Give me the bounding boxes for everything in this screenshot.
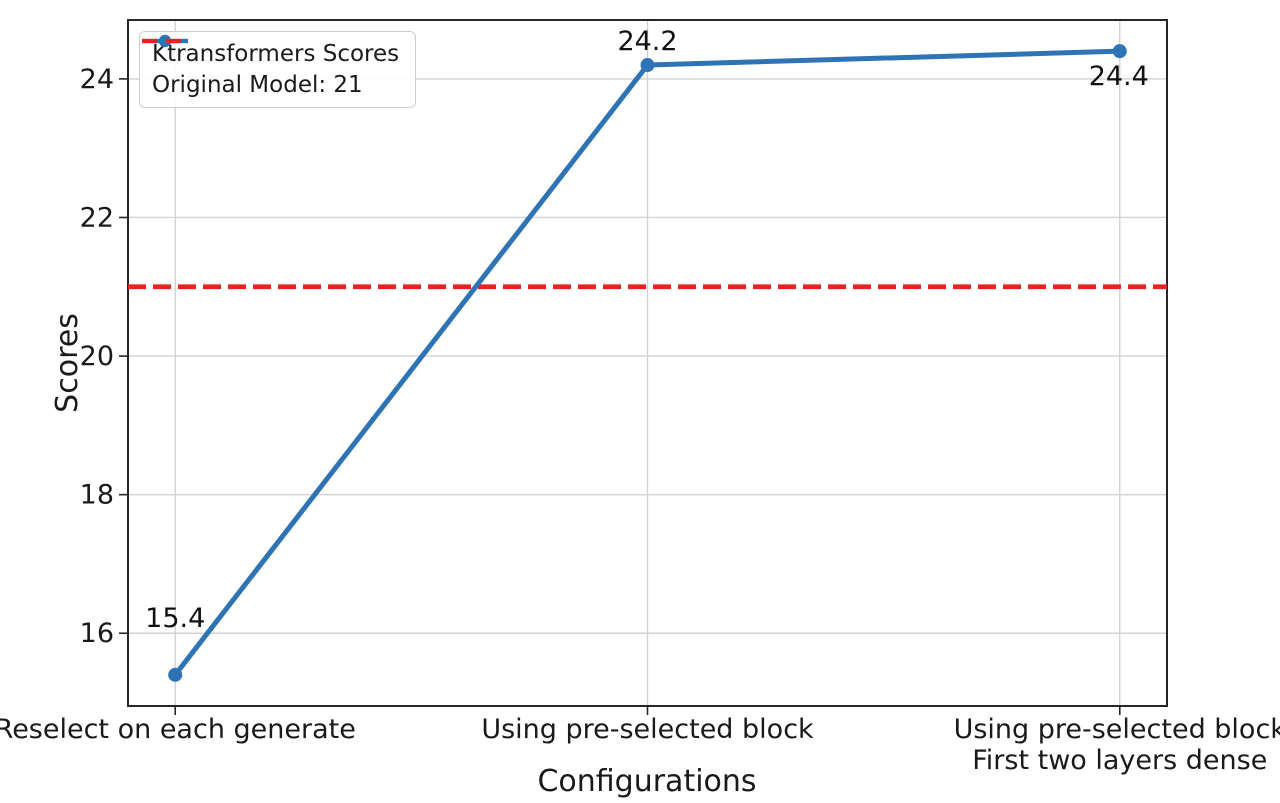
data-point-label: 24.4: [1089, 61, 1149, 92]
y-tick-label: 20: [80, 341, 114, 372]
y-tick-label: 24: [80, 64, 114, 95]
tick-layer: 16 18 20 22 24 Reselect on each generate Using…: [0, 64, 1280, 776]
grid-layer: [128, 20, 1167, 706]
legend-item-reference: Original Model: 21: [142, 38, 399, 98]
legend-item-series: Ktransformers Scores: [142, 34, 400, 67]
data-layer: [128, 44, 1167, 682]
data-point-marker: [168, 667, 183, 682]
x-tick-label: Reselect on each generate: [0, 714, 356, 745]
annotation-layer: 15.4 24.2 24.4: [145, 26, 1149, 634]
y-tick-label: 16: [80, 618, 114, 649]
data-point-label: 24.2: [617, 26, 677, 57]
dashed-line-sample-icon: [142, 38, 188, 44]
legend-series-label: Ktransformers Scores: [152, 41, 400, 67]
x-axis-label: Configurations: [537, 764, 756, 799]
plot-border: [127, 19, 1168, 707]
y-tick-label: 22: [80, 202, 114, 233]
legend-reference-label: Original Model: 21: [152, 72, 363, 98]
data-point-label: 15.4: [145, 603, 205, 634]
legend: Ktransformers Scores Original Model: 21: [139, 31, 417, 108]
data-point-marker: [1112, 44, 1127, 59]
x-tick-label: Using pre-selected block: [481, 714, 814, 745]
y-tick-label: 18: [80, 480, 114, 511]
data-point-marker: [640, 58, 655, 73]
x-tick-label: Using pre-selected block First two layers…: [954, 714, 1280, 776]
y-axis-label: Scores: [50, 313, 85, 413]
